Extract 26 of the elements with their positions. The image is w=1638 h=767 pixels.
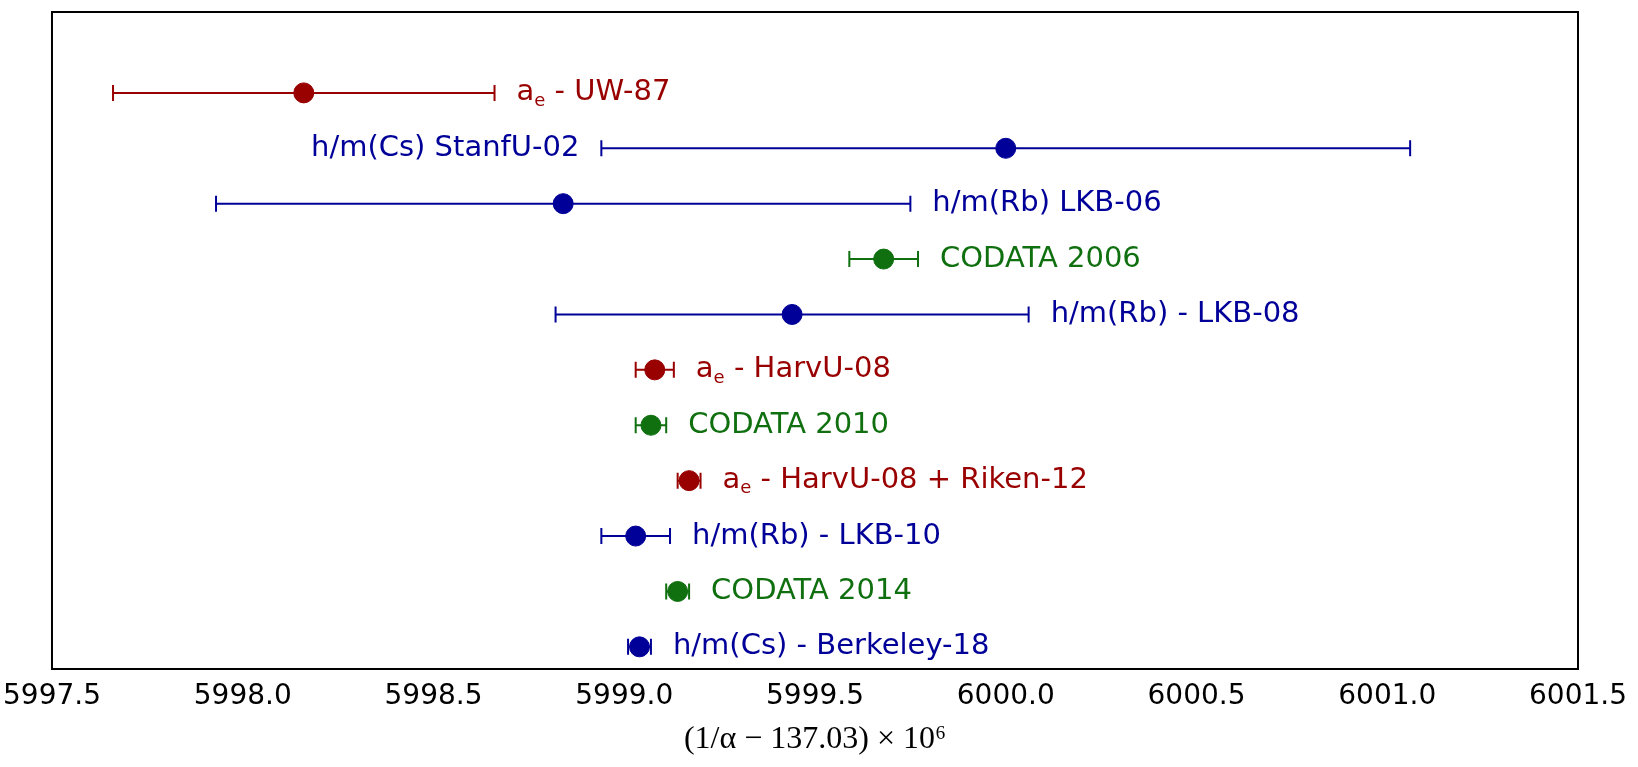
point [293, 82, 315, 104]
x-tick-label: 5998.5 [384, 678, 483, 712]
y-tick-label: h/m(Rb) - LKB-08 [1050, 294, 1300, 329]
point [644, 359, 666, 381]
y-tick-label: CODATA 2010 [688, 405, 890, 440]
point [640, 414, 662, 436]
point [625, 525, 647, 547]
x-tick-label: 6001.5 [1529, 678, 1627, 712]
x-axis-title: (1/α − 137.03) × 10⁶ [683, 719, 947, 756]
x-tick-label: 6001.0 [1338, 678, 1437, 712]
y-tick-label: CODATA 2006 [940, 239, 1141, 274]
x-tick-label: 5999.0 [575, 678, 674, 712]
point [995, 137, 1017, 159]
x-tick-label: 5999.5 [766, 678, 864, 712]
point [873, 248, 895, 270]
y-tick-label: h/m(Cs) StanfU-02 [311, 128, 580, 163]
y-tick-label: CODATA 2014 [711, 571, 912, 606]
y-tick-label: h/m(Cs) - Berkeley-18 [672, 627, 990, 662]
y-tick-label: h/m(Rb) - LKB-10 [692, 516, 941, 551]
x-tick-label: 5997.5 [2, 678, 101, 712]
x-tick-label: 6000.5 [1147, 678, 1246, 712]
point [552, 193, 574, 215]
y-tick-label: h/m(Rb) LKB-06 [932, 184, 1162, 219]
x-tick-label: 5998.0 [193, 678, 292, 712]
x-tick-label: 6000.0 [956, 678, 1055, 712]
point [781, 303, 803, 325]
